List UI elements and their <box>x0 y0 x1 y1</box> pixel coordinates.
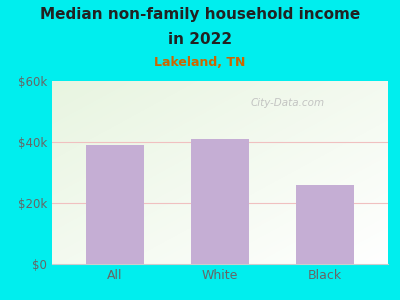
Text: Median non-family household income: Median non-family household income <box>40 8 360 22</box>
Bar <box>86 145 144 264</box>
Text: in 2022: in 2022 <box>168 32 232 46</box>
Text: City-Data.com: City-Data.com <box>250 98 324 108</box>
Bar <box>296 185 354 264</box>
Text: Lakeland, TN: Lakeland, TN <box>154 56 246 68</box>
Bar <box>191 139 249 264</box>
